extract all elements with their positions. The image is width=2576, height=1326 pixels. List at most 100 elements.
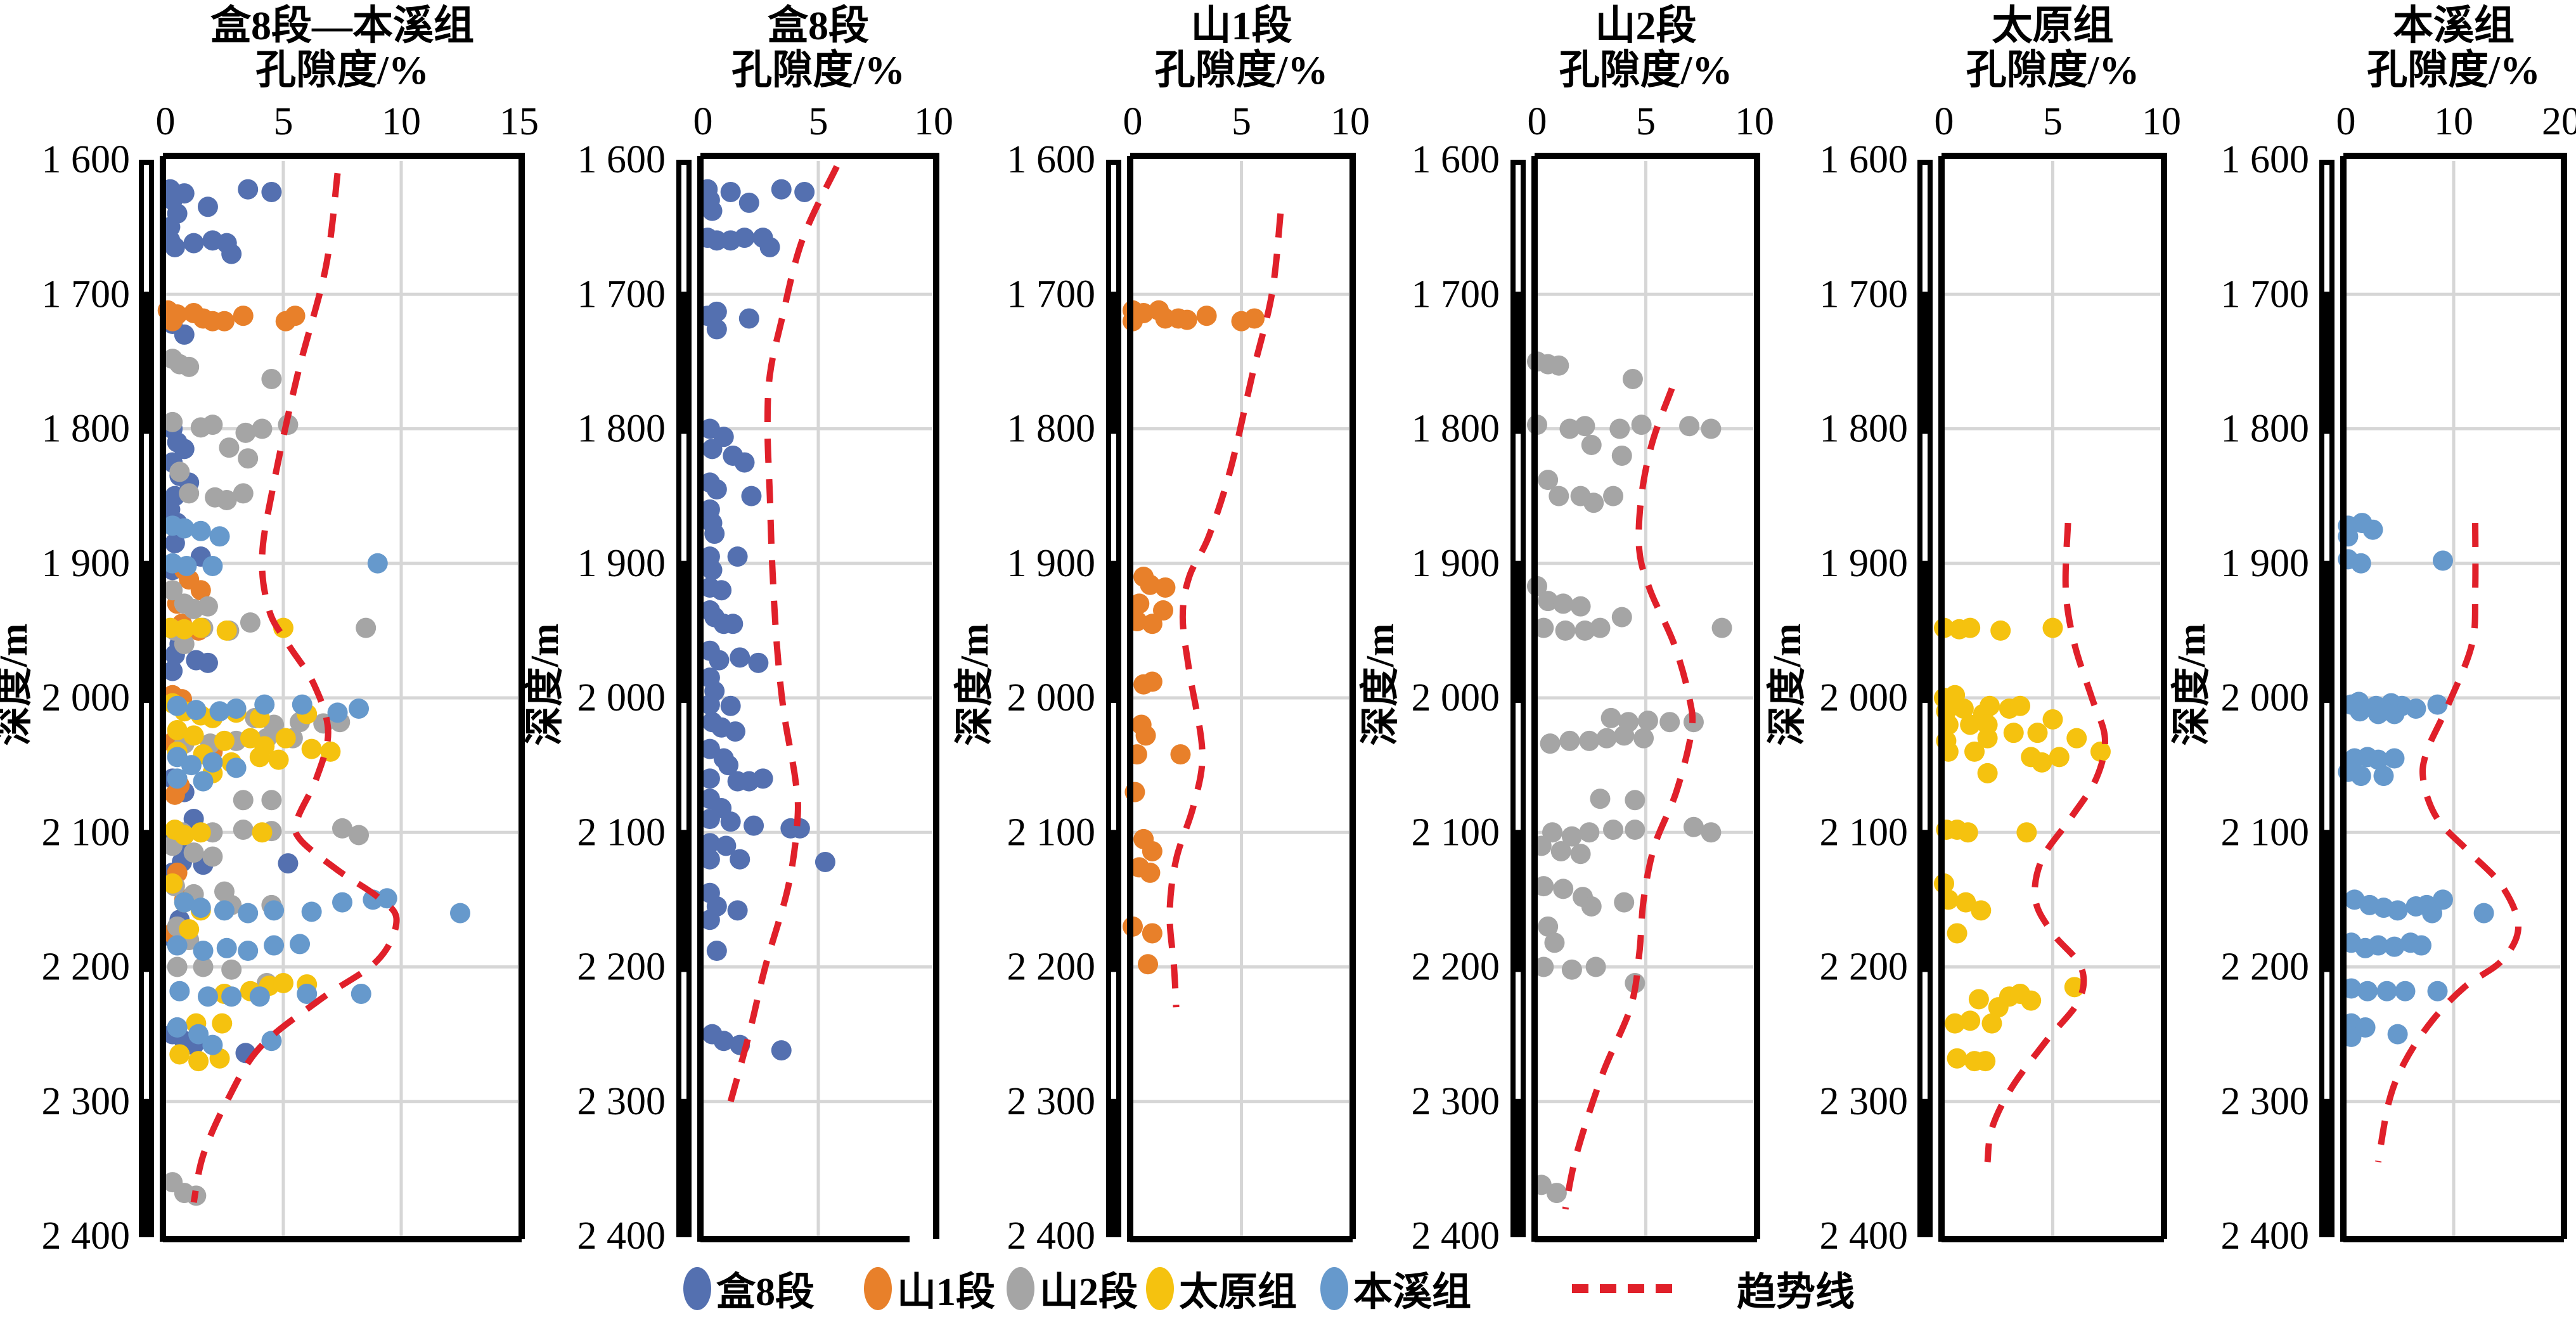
data-point [1960, 714, 1981, 735]
data-point [1155, 577, 1176, 598]
data-point [1971, 900, 1992, 921]
y-tick-label: 2 400 [1007, 1214, 1096, 1258]
y-tick-label: 1 700 [2221, 273, 2310, 316]
data-point [1176, 309, 1197, 330]
data-point [1981, 1013, 2002, 1034]
data-point [1549, 355, 1569, 376]
data-point [219, 437, 240, 458]
y-tick-label: 2 300 [1007, 1080, 1096, 1123]
y-tick-label: 2 000 [2221, 676, 2310, 719]
data-point [1614, 725, 1635, 746]
data-point [216, 937, 237, 958]
data-point [720, 181, 741, 202]
data-point [709, 650, 730, 671]
data-point [193, 941, 214, 962]
data-point [771, 179, 792, 200]
data-point [174, 892, 195, 913]
data-point [1570, 596, 1591, 617]
data-point [1581, 896, 1602, 917]
strata-segment-dark [1106, 563, 1121, 699]
x-axis-label: 孔隙度/% [1155, 48, 1329, 93]
y-axis-label: 深度/m [953, 624, 996, 746]
data-point [1701, 822, 1722, 843]
data-point [716, 835, 737, 856]
data-point [183, 233, 204, 254]
data-point [167, 935, 188, 956]
data-point [720, 695, 741, 716]
data-point [1538, 591, 1559, 612]
data-point [2066, 728, 2087, 749]
data-point [1559, 730, 1580, 751]
trend-line [727, 165, 840, 1103]
data-point [2049, 747, 2070, 768]
data-point [724, 721, 745, 742]
y-tick-label: 1 600 [1820, 138, 1909, 181]
data-point [1129, 593, 1150, 614]
data-point [214, 730, 235, 751]
y-tick-label: 1 800 [1820, 408, 1909, 451]
strata-segment-dark [139, 563, 154, 699]
x-tick-label: 5 [809, 100, 828, 143]
data-point [252, 822, 273, 843]
data-point [264, 900, 285, 921]
strata-segment-light [1106, 967, 1121, 1104]
data-point [216, 620, 237, 641]
data-point [2433, 550, 2453, 571]
y-tick-label: 2 000 [577, 676, 666, 719]
y-tick-label: 2 100 [42, 811, 131, 854]
data-point [290, 934, 311, 955]
data-point [2368, 704, 2388, 724]
strata-segment-light [1917, 428, 1933, 566]
y-tick-label: 2 200 [577, 946, 666, 989]
y-axis-label: 深度/m [523, 624, 567, 746]
legend-marker-benxi [1320, 1267, 1348, 1310]
data-point [1611, 607, 1632, 628]
data-point [169, 981, 190, 1001]
data-point [164, 784, 185, 805]
data-point [2357, 981, 2378, 1001]
data-point [162, 580, 183, 601]
data-point [197, 596, 218, 617]
data-point [169, 1044, 190, 1065]
data-point [1153, 600, 1174, 621]
data-point [730, 849, 750, 870]
data-point [2373, 766, 2394, 787]
data-point [1603, 486, 1624, 506]
data-point [349, 698, 370, 719]
x-axis-label: 孔隙度/% [731, 48, 905, 93]
data-point [2032, 752, 2052, 773]
trend-line [190, 172, 400, 1203]
x-tick-label: 15 [499, 100, 539, 143]
trend-line [2375, 523, 2522, 1163]
strata-segment-light [1510, 967, 1526, 1104]
data-point [2405, 698, 2426, 719]
data-point [1538, 470, 1559, 491]
data-point [261, 790, 282, 811]
legend-item-he8: 盒8段 [683, 1267, 815, 1314]
data-point [1553, 879, 1574, 899]
data-point [699, 910, 720, 930]
data-point [1533, 876, 1554, 897]
data-point [713, 1031, 734, 1052]
strata-segment-dark [1510, 832, 1526, 969]
data-point [188, 1024, 209, 1045]
data-point [1683, 816, 1704, 837]
data-point [226, 698, 247, 719]
data-point [1960, 617, 1981, 638]
data-point [1142, 840, 1162, 861]
data-point [1561, 959, 1582, 980]
data-point [285, 306, 306, 326]
data-point [2350, 553, 2371, 574]
data-point [233, 306, 254, 326]
data-point [174, 439, 195, 460]
data-point [1549, 486, 1569, 506]
data-point [1947, 923, 1967, 944]
data-point [202, 752, 223, 773]
data-point [2473, 903, 2494, 924]
data-point [2411, 935, 2431, 956]
strata-segment-light [676, 428, 692, 566]
data-point [1544, 932, 1565, 953]
y-tick-label: 1 600 [1007, 138, 1096, 181]
